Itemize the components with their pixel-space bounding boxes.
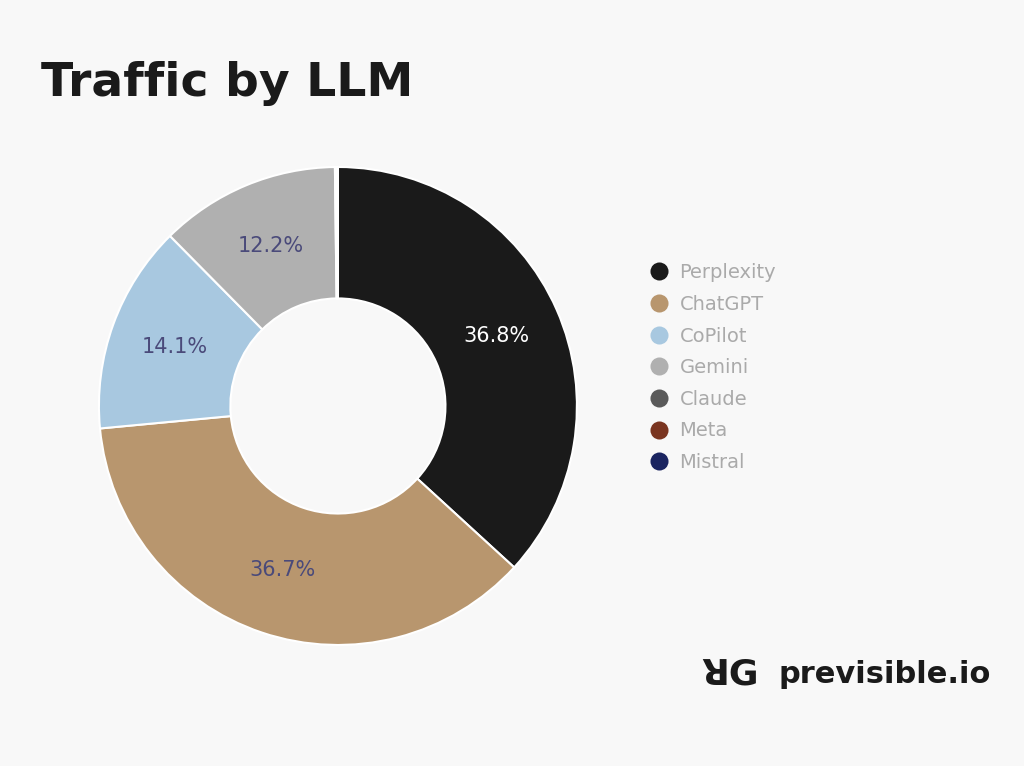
Text: Traffic by LLM: Traffic by LLM xyxy=(41,61,414,106)
Wedge shape xyxy=(170,167,337,329)
Text: 36.7%: 36.7% xyxy=(250,560,316,581)
Text: ꓤG: ꓤG xyxy=(701,657,759,691)
Legend: Perplexity, ChatGPT, CoPilot, Gemini, Claude, Meta, Mistral: Perplexity, ChatGPT, CoPilot, Gemini, Cl… xyxy=(644,254,786,482)
Text: 36.8%: 36.8% xyxy=(464,326,529,346)
Wedge shape xyxy=(100,416,514,645)
Text: 14.1%: 14.1% xyxy=(142,337,208,357)
Text: 12.2%: 12.2% xyxy=(238,236,304,256)
Wedge shape xyxy=(335,167,337,299)
Wedge shape xyxy=(99,236,262,428)
Wedge shape xyxy=(337,167,338,299)
Wedge shape xyxy=(338,167,577,568)
Text: previsible.io: previsible.io xyxy=(778,660,990,689)
